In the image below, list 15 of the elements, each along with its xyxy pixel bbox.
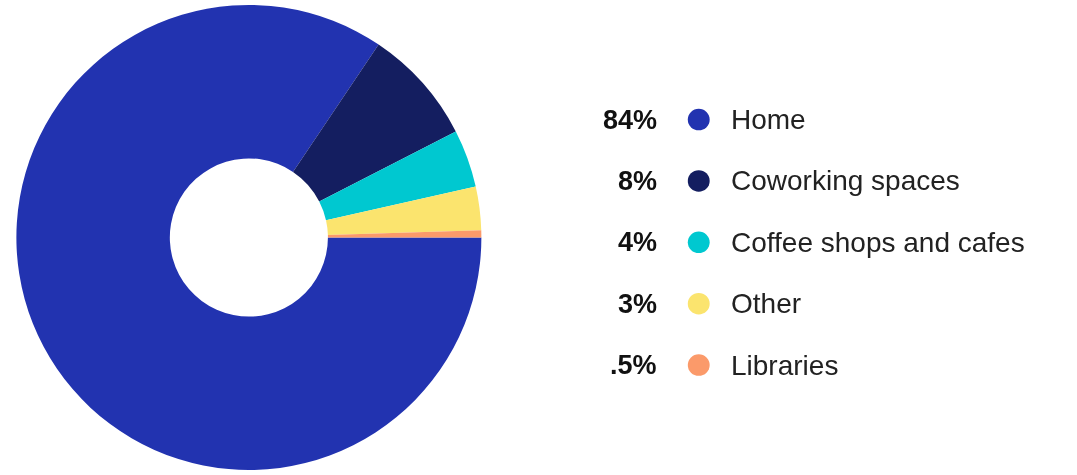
legend-label: Coworking spaces <box>731 165 960 196</box>
donut-slice <box>326 186 482 235</box>
donut-slice <box>292 44 456 202</box>
data-label: 3% <box>618 289 658 319</box>
legend-label: Libraries <box>731 350 839 381</box>
data-label: 4% <box>618 227 658 257</box>
data-label: 8% <box>618 166 658 196</box>
donut-slice <box>327 230 482 238</box>
legend-label: Home <box>731 104 806 135</box>
data-label: 84% <box>603 105 658 135</box>
donut-slice <box>16 5 482 470</box>
legend-label: Coffee shops and cafes <box>731 227 1025 258</box>
data-label: .5% <box>610 350 657 380</box>
legend-label: Other <box>731 288 802 319</box>
donut-slice <box>319 131 476 221</box>
